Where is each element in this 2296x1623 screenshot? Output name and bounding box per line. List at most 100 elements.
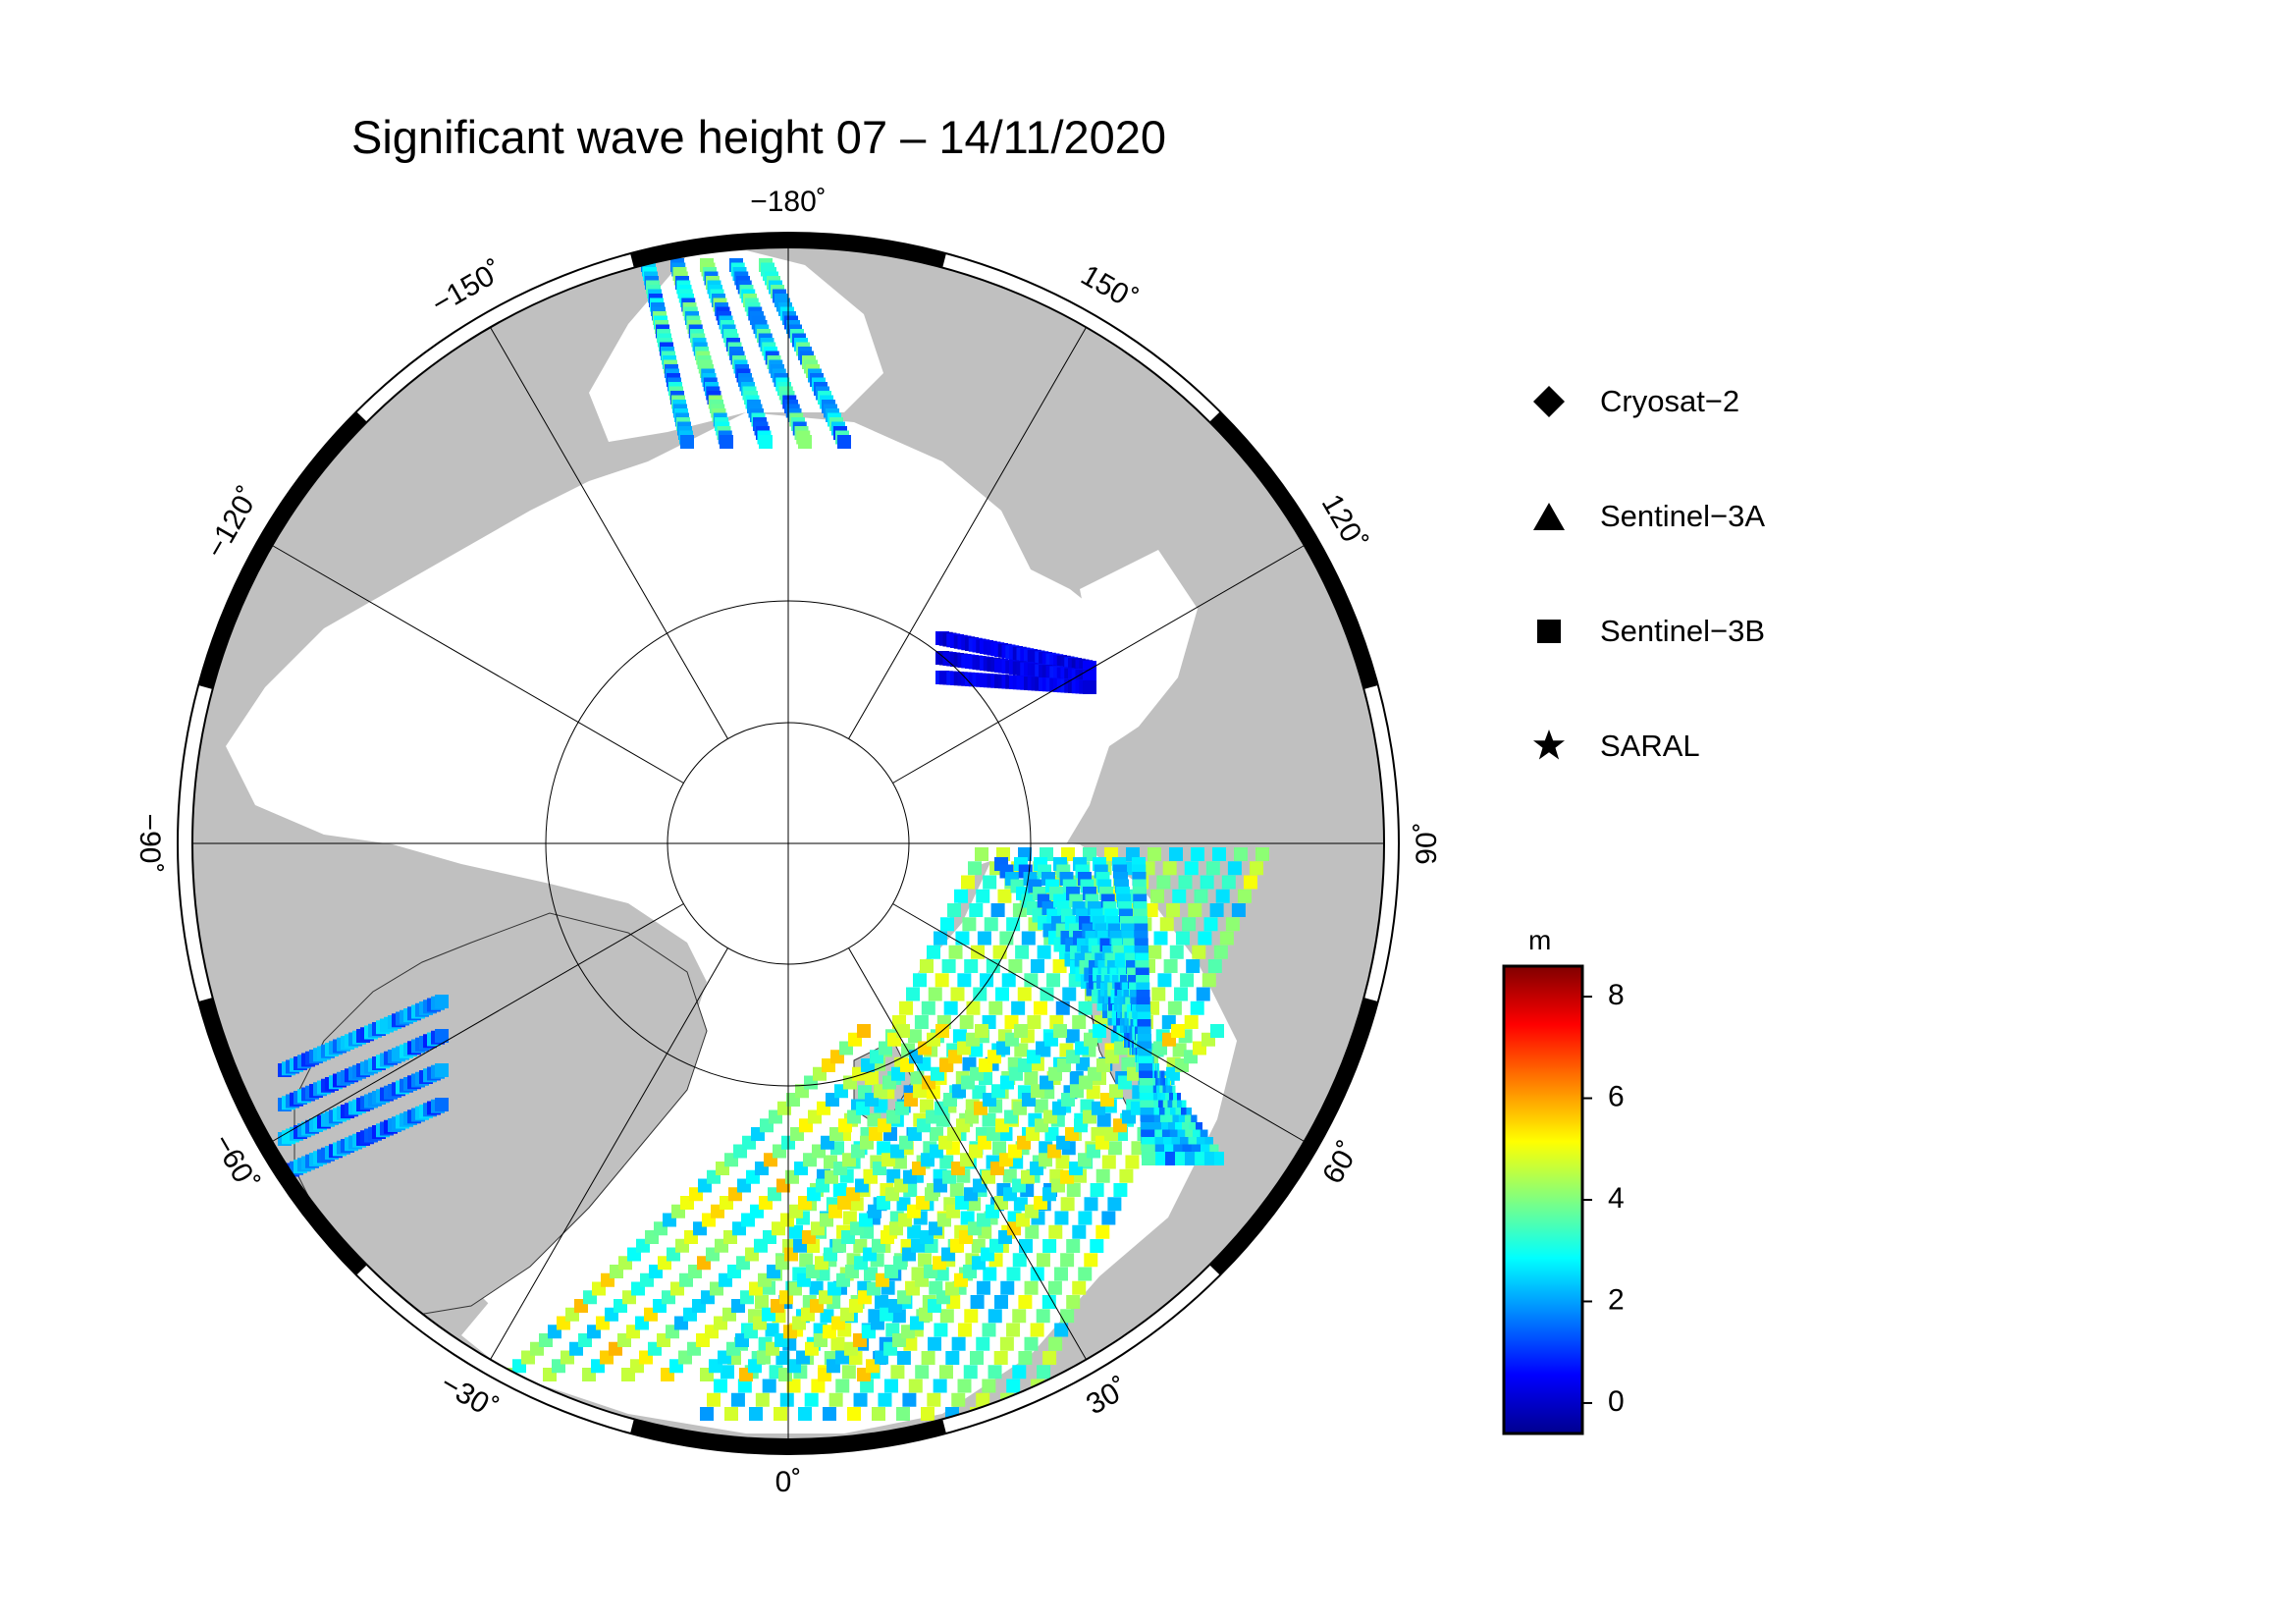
frame-segment xyxy=(630,1419,946,1454)
longitude-label: −30˚ xyxy=(435,1368,503,1426)
colorbar: 8 6 4 2 0 xyxy=(1502,964,1625,1435)
swh-sample xyxy=(1030,1267,1044,1281)
swh-sample xyxy=(921,1001,935,1015)
sea-ice xyxy=(226,412,1139,1321)
swh-sample xyxy=(1048,1224,1063,1239)
swh-sample xyxy=(913,973,927,988)
swh-sample xyxy=(970,1295,985,1309)
swh-sample xyxy=(918,1253,933,1268)
swh-sample xyxy=(1219,931,1234,946)
swh-sample xyxy=(830,1336,845,1351)
swh-sample xyxy=(1015,945,1030,959)
swh-sample xyxy=(906,987,920,1001)
swh-sample xyxy=(1249,861,1263,876)
swh-sample xyxy=(720,435,733,449)
swh-sample xyxy=(1042,1239,1057,1253)
swh-sample xyxy=(1040,987,1054,1001)
swh-sample xyxy=(1192,945,1206,959)
map-title: Significant wave height 07 – 14/11/2020 xyxy=(351,111,1167,163)
swh-sample xyxy=(721,1365,734,1380)
swh-sample xyxy=(730,1392,745,1407)
swh-sample xyxy=(867,1112,881,1127)
swh-sample xyxy=(1163,959,1178,973)
swh-sample xyxy=(724,1407,738,1421)
swh-sample xyxy=(1024,1336,1039,1351)
swh-sample xyxy=(1148,847,1161,861)
swh-sample xyxy=(934,931,947,946)
frame-segments xyxy=(198,233,1378,1454)
swh-sample xyxy=(954,889,968,903)
swh-sample xyxy=(883,1379,898,1393)
swh-sample xyxy=(1151,987,1166,1001)
swh-sample xyxy=(1024,973,1039,988)
star-icon xyxy=(1533,730,1565,760)
swh-sample xyxy=(1148,945,1162,959)
swh-sample xyxy=(1188,903,1202,917)
swh-sample xyxy=(914,1015,929,1029)
swh-sample xyxy=(1243,875,1257,890)
swh-sample xyxy=(1078,1001,1093,1015)
swh-sample xyxy=(1225,917,1240,932)
swh-sample xyxy=(1072,1280,1087,1295)
frame-segment xyxy=(1209,411,1378,689)
swh-sample xyxy=(1153,931,1168,946)
swh-sample xyxy=(1125,1155,1140,1169)
swh-sample xyxy=(1012,1253,1027,1268)
swh-sample xyxy=(847,1407,861,1421)
swh-sample xyxy=(921,1407,934,1421)
swh-sample xyxy=(1053,1024,1067,1038)
swh-sample xyxy=(1078,1267,1093,1281)
swh-sample xyxy=(1024,1280,1039,1295)
swh-sample xyxy=(435,995,449,1008)
swh-sample xyxy=(1060,1309,1075,1324)
swh-sample xyxy=(1055,1001,1070,1015)
swh-sample xyxy=(976,1392,990,1407)
swh-sample xyxy=(1113,1183,1128,1197)
swh-sample xyxy=(988,1309,1002,1324)
swh-sample xyxy=(1174,987,1188,1001)
swh-sample xyxy=(983,875,997,890)
swh-sample xyxy=(1207,959,1222,973)
swh-sample xyxy=(1012,1309,1027,1324)
longitude-label: −150˚ xyxy=(426,254,508,320)
swh-sample xyxy=(860,1379,875,1393)
swh-sample xyxy=(976,889,990,903)
swh-sample xyxy=(857,1024,871,1038)
swh-sample xyxy=(1159,917,1174,932)
swh-sample xyxy=(920,959,934,973)
swh-sample xyxy=(878,1392,892,1407)
swh-sample xyxy=(1107,1197,1122,1212)
legend-item: Cryosat−2 xyxy=(1531,372,1739,431)
frame-segment xyxy=(630,233,946,268)
frame-outer xyxy=(177,232,1400,1455)
swh-sample xyxy=(1006,1267,1021,1281)
swh-sample xyxy=(951,1336,966,1351)
swh-sample xyxy=(865,1071,879,1085)
swh-sample xyxy=(1180,973,1195,988)
swh-sample xyxy=(1030,1323,1044,1337)
swh-sample xyxy=(737,1379,752,1393)
swh-sample xyxy=(940,917,954,932)
swh-sample xyxy=(988,1365,1002,1380)
swh-sample xyxy=(811,1379,826,1393)
swh-sample xyxy=(842,1211,857,1225)
meridian-line xyxy=(848,947,1087,1360)
swh-sample xyxy=(983,1267,997,1281)
swh-sample xyxy=(959,1015,974,1029)
swh-sample xyxy=(1175,931,1190,946)
swh-sample xyxy=(933,1379,947,1393)
swh-sample xyxy=(1212,847,1226,861)
swh-sample xyxy=(945,1351,960,1365)
square-icon xyxy=(1537,620,1561,643)
swh-sample xyxy=(907,1029,922,1044)
swh-sample xyxy=(988,1001,1003,1015)
swh-sample xyxy=(1037,1365,1051,1380)
swh-sample xyxy=(1033,1001,1047,1015)
swh-sample xyxy=(1072,1224,1087,1239)
swh-sample xyxy=(999,1336,1014,1351)
swh-sample xyxy=(700,1407,714,1421)
legend-item: SARAL xyxy=(1531,717,1700,776)
frame-inner xyxy=(191,246,1385,1440)
